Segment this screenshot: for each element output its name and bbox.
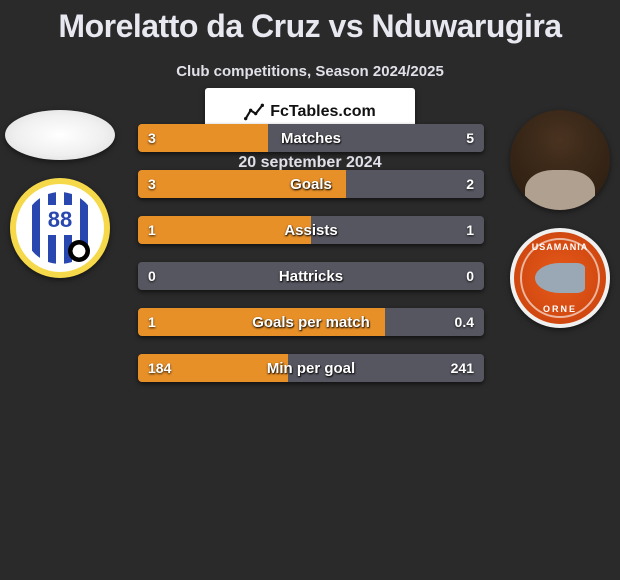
stat-bar-left-seg [138, 354, 288, 382]
stat-bar-right-seg [138, 262, 484, 290]
stat-bar-right-seg [268, 124, 484, 152]
stat-bar: Assists11 [138, 216, 484, 244]
stat-bar-right-seg [288, 354, 484, 382]
fish-icon [535, 263, 585, 293]
stat-bar-right-seg [311, 216, 484, 244]
stat-bar-left-seg [138, 124, 268, 152]
player-avatar-left [5, 110, 115, 160]
stat-bar-left-seg [138, 216, 311, 244]
club-left-number: 88 [42, 205, 78, 235]
fctables-logo-icon [244, 102, 264, 122]
attribution-text: FcTables.com [270, 103, 376, 121]
club-badge-right: USAMANIA ORNE [510, 228, 610, 328]
stat-bar: Matches35 [138, 124, 484, 152]
stat-bar-left-seg [138, 308, 385, 336]
soccer-ball-icon [68, 240, 90, 262]
page-title: Morelatto da Cruz vs Nduwarugira [0, 0, 620, 45]
club-badge-left: 88 [10, 178, 110, 278]
player-avatar-right [510, 110, 610, 210]
stat-bar: Goals32 [138, 170, 484, 198]
stat-bar: Goals per match10.4 [138, 308, 484, 336]
stat-bar-left-seg [138, 170, 346, 198]
left-column: 88 [0, 110, 120, 296]
club-right-arc-top: USAMANIA [514, 242, 606, 252]
stat-bar-right-seg [346, 170, 484, 198]
subtitle: Club competitions, Season 2024/2025 [0, 63, 620, 80]
stat-bar: Hattricks00 [138, 262, 484, 290]
club-right-arc-bot: ORNE [514, 304, 606, 314]
stat-bar-right-seg [385, 308, 484, 336]
stat-bar: Min per goal184241 [138, 354, 484, 382]
stats-bars: Matches35 Goals32 Assists11 Hattricks00 Goal… [138, 124, 484, 400]
right-column: USAMANIA ORNE [500, 110, 620, 346]
